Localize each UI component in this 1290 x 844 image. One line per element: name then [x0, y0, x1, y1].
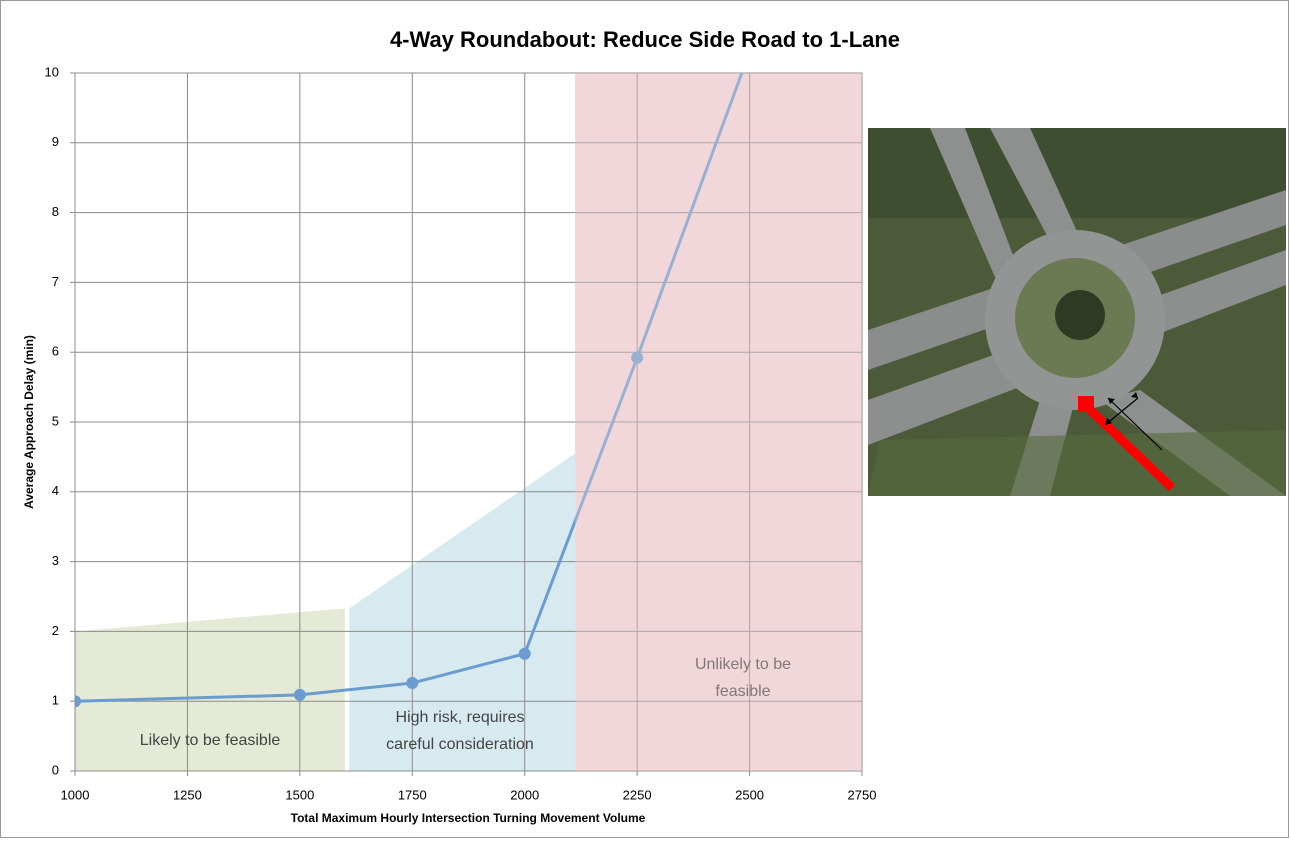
y-axis-label: Average Approach Delay (min) [22, 335, 36, 509]
series-line [75, 73, 744, 703]
zone-label: High risk, requires [396, 709, 525, 726]
y-tick-label: 3 [52, 553, 59, 568]
x-tick-label: 2000 [510, 787, 539, 802]
y-tick-label: 1 [52, 693, 59, 708]
zone-label: Unlikely to be [695, 656, 791, 673]
y-tick-label: 8 [52, 204, 59, 219]
chart-title: 4-Way Roundabout: Reduce Side Road to 1-… [390, 27, 900, 52]
x-tick-label: 1250 [173, 787, 202, 802]
data-point [75, 695, 81, 708]
x-tick-label: 2750 [848, 787, 877, 802]
zone [349, 453, 576, 771]
aerial-photo [868, 128, 1286, 496]
plot-area [75, 73, 744, 708]
y-tick-label: 0 [52, 762, 59, 777]
data-point [293, 688, 306, 701]
x-tick-label: 1750 [398, 787, 427, 802]
y-tick-label: 4 [52, 483, 59, 498]
y-tick-label: 2 [52, 623, 59, 638]
y-tick-label: 5 [52, 413, 59, 428]
y-tick-label: 6 [52, 344, 59, 359]
zone [75, 608, 345, 771]
y-tick-label: 10 [45, 64, 59, 79]
y-tick-label: 7 [52, 274, 59, 289]
data-point [631, 351, 644, 364]
zone-label: feasible [715, 683, 770, 700]
x-tick-label: 2250 [623, 787, 652, 802]
x-tick-label: 1500 [285, 787, 314, 802]
zone-label: careful consideration [386, 736, 534, 753]
x-axis-label: Total Maximum Hourly Intersection Turnin… [291, 811, 646, 825]
x-tick-label: 2500 [735, 787, 764, 802]
zone-label: Likely to be feasible [140, 732, 281, 749]
y-tick-label: 9 [52, 134, 59, 149]
x-tick-label: 1000 [61, 787, 90, 802]
data-point [518, 647, 531, 660]
data-point [406, 677, 419, 690]
